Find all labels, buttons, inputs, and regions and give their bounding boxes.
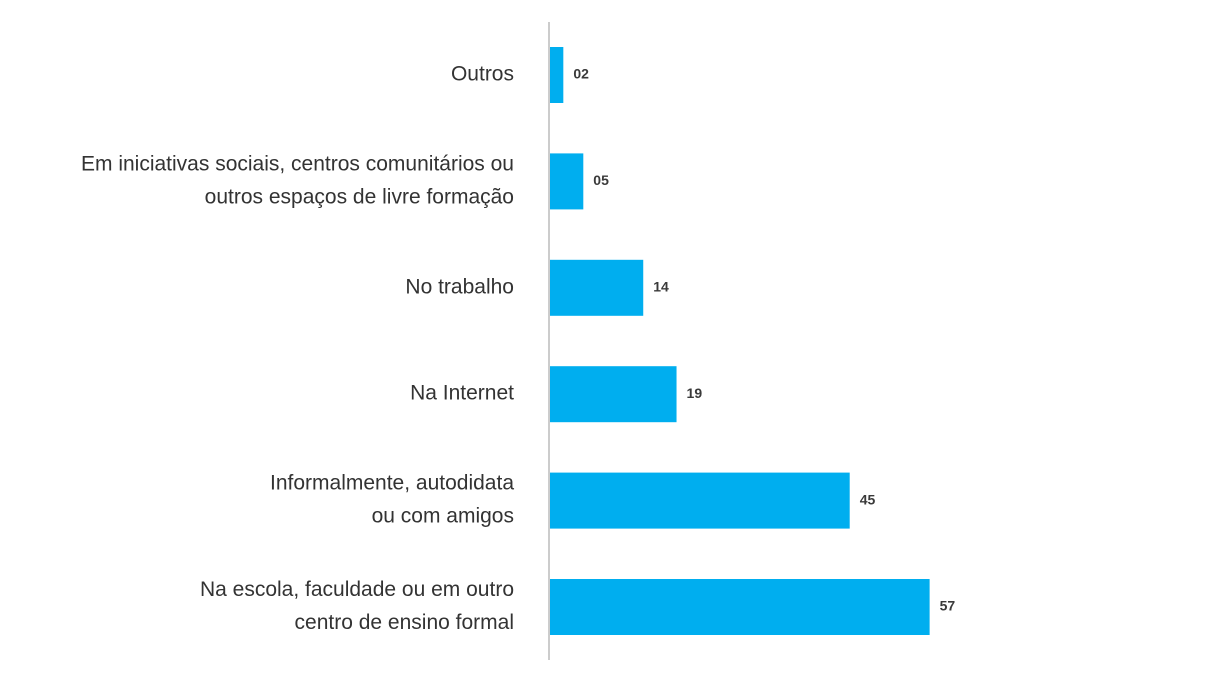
bar [550,153,583,209]
bar [550,473,850,529]
value-labels: 02 05 14 19 45 57 [573,66,955,614]
category-label: No trabalho [405,275,514,298]
value-label: 19 [687,385,703,401]
category-label: Outros [451,63,514,86]
category-label-line: Na escola, faculdade ou em outro [200,578,514,601]
category-label-line: ou com amigos [372,505,514,528]
category-label-line: Na Internet [410,382,514,405]
category-label-line: Informalmente, autodidata [270,472,514,495]
bar [550,579,930,635]
value-label: 05 [593,172,609,188]
value-label: 57 [940,598,956,614]
bar [550,260,643,316]
category-label: Na Internet [410,382,514,405]
bar [550,47,563,103]
category-label-line: Em iniciativas sociais, centros comunitá… [81,152,514,175]
category-label-line: outros espaços de livre formação [205,185,514,208]
category-labels: Outros Em iniciativas sociais, centros co… [81,63,514,635]
value-label: 45 [860,491,876,507]
value-label: 02 [573,66,589,82]
category-label: Na escola, faculdade ou em outro centro d… [200,578,514,634]
category-label-line: Outros [451,63,514,86]
value-label: 14 [653,279,669,295]
category-label: Em iniciativas sociais, centros comunitá… [81,152,514,208]
bar [550,366,677,422]
category-label-line: No trabalho [405,275,514,298]
category-label: Informalmente, autodidata ou com amigos [270,472,514,528]
bars [550,47,930,635]
category-label-line: centro de ensino formal [295,611,514,634]
